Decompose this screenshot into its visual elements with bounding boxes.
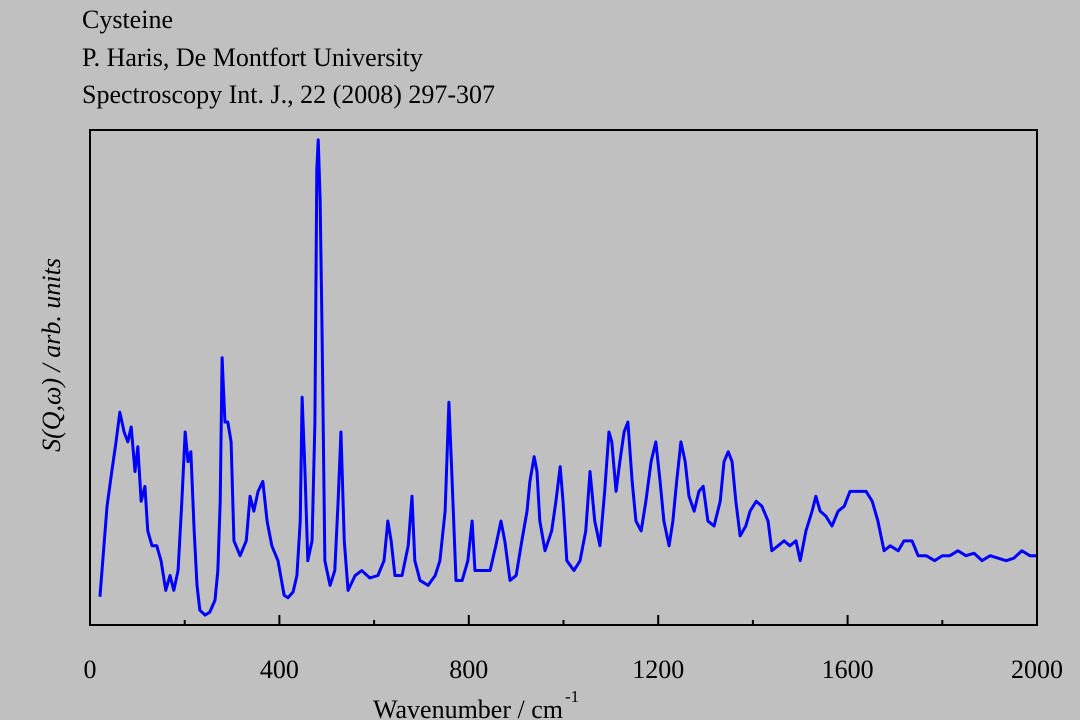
x-tick-label: 800 <box>449 655 488 684</box>
x-axis-label-superscript: -1 <box>565 687 579 706</box>
x-tick-label: 0 <box>84 655 97 684</box>
x-tick-label: 1600 <box>822 655 874 684</box>
title-line: P. Haris, De Montfort University <box>82 43 423 72</box>
title-line: Cysteine <box>82 5 173 34</box>
x-axis-label: Wavenumber / cm <box>373 695 563 720</box>
spectrum-line <box>98 138 1037 617</box>
title-line: Spectroscopy Int. J., 22 (2008) 297-307 <box>82 80 495 109</box>
x-tick-label: 400 <box>260 655 299 684</box>
x-tick-label: 2000 <box>1011 655 1063 684</box>
x-tick-label: 1200 <box>632 655 684 684</box>
y-axis-label: S(Q,ω) / arb. units <box>37 258 66 452</box>
